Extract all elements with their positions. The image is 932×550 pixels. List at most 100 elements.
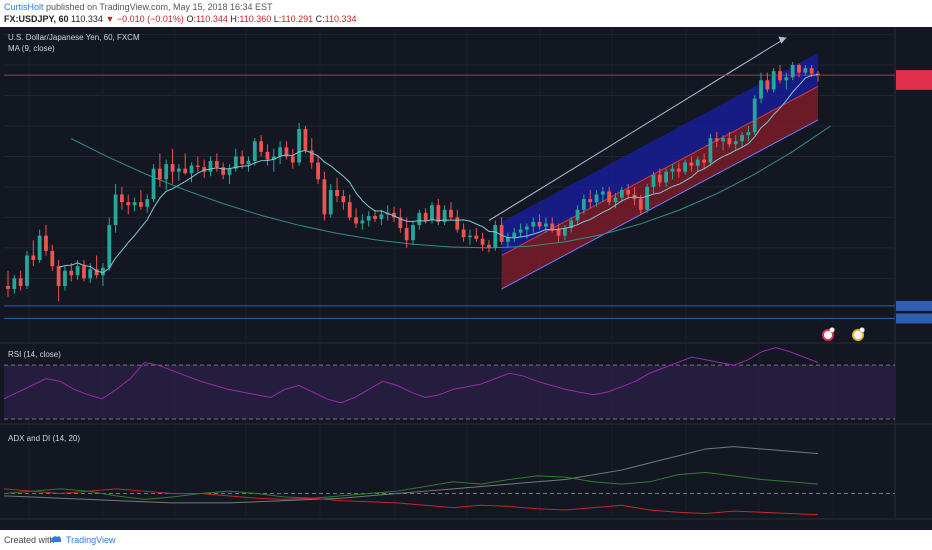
- channel-lower-line: [501, 119, 819, 290]
- candle-body: [221, 167, 226, 175]
- candle-body: [493, 225, 498, 248]
- indicators: [3, 74, 895, 516]
- di-plus-line: [3, 471, 819, 500]
- candle-body: [569, 220, 574, 229]
- candle-body: [18, 278, 23, 286]
- dividend-marker-icon-badge: [859, 327, 865, 333]
- rsi-line: [3, 347, 819, 404]
- candle-body: [37, 235, 42, 261]
- candle-body: [626, 189, 631, 195]
- candle-body: [297, 129, 301, 163]
- adx-legend: ADX and DI (14, 20): [8, 434, 80, 443]
- candle-body: [170, 164, 175, 172]
- ma-legend: MA (9, close): [8, 44, 55, 53]
- candle-body: [183, 168, 188, 174]
- author-link[interactable]: CurtisHolt: [4, 2, 44, 12]
- moving-average-line: [58, 74, 819, 274]
- candle-body: [138, 202, 143, 207]
- candle-body: [252, 141, 257, 162]
- candle-body: [651, 174, 656, 187]
- candle-body: [525, 226, 529, 230]
- candle-body: [246, 161, 251, 165]
- di-minus-line: [3, 488, 819, 516]
- candle-body: [695, 159, 700, 166]
- candle-body: [341, 196, 346, 203]
- earnings-marker-icon-badge: [829, 327, 835, 333]
- candle-body: [50, 250, 55, 267]
- candle-body: [284, 147, 289, 157]
- candle-body: [689, 162, 694, 166]
- candle-body: [518, 229, 523, 233]
- candle-body: [816, 73, 820, 76]
- candle-body: [120, 194, 124, 203]
- price-label-box: [896, 300, 932, 311]
- candle-body: [88, 269, 93, 279]
- candle-body: [752, 98, 757, 133]
- grid: [0, 27, 932, 520]
- candle-body: [727, 138, 732, 145]
- candle-body: [531, 221, 536, 227]
- candle-body: [499, 225, 504, 242]
- candle-body: [233, 156, 238, 169]
- candle-body: [613, 197, 618, 203]
- chart-area[interactable]: U.S. Dollar/Japanese Yen, 60, FXCM MA (9…: [0, 27, 932, 530]
- candle-body: [107, 225, 112, 268]
- down-arrow-icon: ▼: [105, 14, 115, 24]
- candle-body: [31, 255, 36, 261]
- candle-body: [430, 205, 434, 221]
- candle-body: [474, 235, 479, 239]
- candle-body: [398, 217, 403, 229]
- candle-body: [619, 189, 624, 198]
- candle-body: [809, 68, 814, 74]
- candle-body: [94, 269, 99, 276]
- candle-body: [670, 168, 675, 172]
- earnings-marker-icon-circle: [822, 329, 834, 341]
- candle-body: [354, 217, 358, 224]
- candle-body: [322, 179, 327, 215]
- candle-body: [746, 132, 751, 136]
- candle-body: [126, 202, 131, 206]
- candle-body: [145, 199, 150, 207]
- rsi-band-fill: [4, 365, 895, 419]
- candle-body: [309, 150, 314, 163]
- symbol-quote: FX:USDJPY, 60 110.334 ▼ −0.010 (−0.01%) …: [4, 14, 357, 24]
- candle-body: [645, 186, 650, 210]
- chart-svg[interactable]: U.S. Dollar/Japanese Yen, 60, FXCM MA (9…: [0, 27, 932, 530]
- candle-body: [733, 141, 738, 145]
- candle-body: [468, 235, 472, 238]
- rsi-legend: RSI (14, close): [8, 350, 61, 359]
- tradingview-logo-icon: [51, 536, 61, 542]
- candle-body: [69, 270, 74, 276]
- candle-body: [721, 138, 725, 142]
- candle-body: [461, 229, 466, 238]
- price-label-box: [896, 313, 932, 324]
- publish-text: published on TradingView.com, May 15, 20…: [46, 2, 273, 12]
- candle-body: [360, 220, 365, 224]
- footer: Created with TradingView: [0, 530, 932, 550]
- candle-body: [436, 205, 441, 222]
- candle-body: [512, 232, 517, 238]
- candle-body: [56, 266, 61, 286]
- high-value: 110.360: [239, 14, 272, 24]
- candle-body: [240, 156, 245, 165]
- candle-body: [455, 217, 460, 230]
- candle-body: [259, 141, 264, 152]
- upper-channel-band: [501, 52, 818, 256]
- candle-body: [714, 138, 719, 142]
- candle-body: [303, 129, 308, 151]
- candle-body: [164, 164, 169, 180]
- candle-body: [6, 285, 10, 290]
- candle-body: [132, 202, 137, 206]
- candle-body: [176, 168, 181, 172]
- tradingview-link[interactable]: TradingView: [66, 535, 116, 545]
- candle-body: [347, 202, 352, 218]
- candle-body: [594, 194, 599, 203]
- open-label: O:: [186, 14, 196, 24]
- candle-body: [82, 266, 86, 279]
- candle-body: [480, 238, 485, 245]
- candle-body: [638, 199, 643, 210]
- last-price: 110.334: [71, 14, 103, 24]
- candle-body: [487, 244, 491, 248]
- candle-body: [278, 147, 283, 157]
- curved-support-line: [71, 125, 831, 249]
